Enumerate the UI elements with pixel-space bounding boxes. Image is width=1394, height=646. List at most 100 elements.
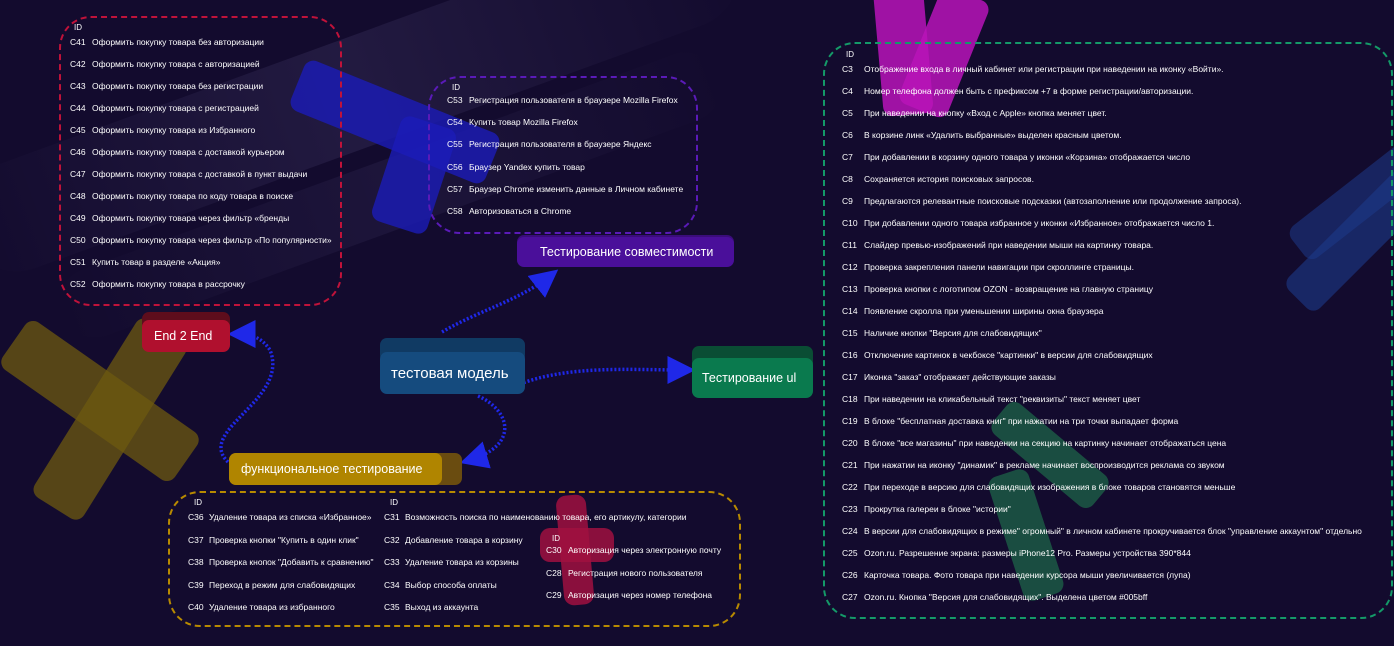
item-code: C50 (70, 235, 86, 245)
functional-frame (168, 491, 741, 627)
item-text: Браузер Chrome изменить данные в Личном … (469, 183, 684, 194)
item-code: C5 (842, 108, 853, 118)
item-code: C44 (70, 103, 86, 113)
item-text: Регистрация пользователя в браузере Янде… (469, 139, 652, 150)
item-text: Сохраняется история поисковых запросов. (864, 174, 1034, 184)
list-item: C17 Иконка "заказ" отображает действующие… (842, 373, 1056, 382)
item-code: C29 (546, 590, 562, 600)
node-e2e-label: End 2 End (154, 329, 213, 343)
list-item: C39 Переход в режим для слабовидящих (188, 579, 356, 590)
arrow-to-ui (519, 355, 696, 386)
item-code: C38 (188, 557, 204, 567)
item-code: C11 (842, 240, 857, 250)
item-text: Оформить покупку товара через фильтр «По… (92, 235, 332, 245)
item-text: Появление скролла при уменьшении ширины … (864, 306, 1104, 316)
id-header: ID (390, 498, 398, 507)
item-code: C26 (842, 570, 858, 580)
list-item: C20 В блоке "все магазины" при наведении … (842, 439, 1226, 448)
item-text: Удаление товара из корзины (405, 557, 519, 567)
item-code: C56 (447, 161, 463, 172)
item-code: C31 (384, 512, 400, 522)
item-text: Номер телефона должен быть с префиксом +… (864, 86, 1194, 96)
item-text: Ozon.ru. Кнопка "Версия для слабовидящих… (864, 592, 1148, 602)
item-code: C36 (188, 512, 204, 522)
item-code: C39 (188, 579, 204, 590)
item-text: Оформить покупку товара с доставкой в пу… (92, 169, 308, 179)
item-code: C33 (384, 557, 400, 567)
item-code: C6 (842, 130, 853, 140)
item-code: C30 (546, 545, 562, 555)
list-item: C7 При добавлении в корзину одного товара… (842, 153, 1190, 162)
item-code: C46 (70, 147, 86, 157)
list-item: C4 Номер телефона должен быть с префиксом… (842, 87, 1193, 96)
id-header: ID (452, 83, 460, 92)
list-item: C38 Проверка кнопок "Добавить к сравнению… (188, 558, 373, 567)
list-item: C43 Оформить покупку товара без регистрац… (70, 82, 263, 91)
list-item: C13 Проверка кнопки с логотипом OZON - во… (842, 285, 1153, 294)
item-text: Купить товар Mozilla Firefox (469, 117, 578, 128)
item-code: C57 (447, 183, 463, 194)
list-item: C11 Слайдер превью-изображений при наведе… (842, 241, 1153, 250)
item-text: При переходе в версию для слабовидящих и… (864, 482, 1236, 492)
e2e-list: ID C41 Оформить покупку товара без автори… (70, 24, 335, 294)
node-ui[interactable]: Тестирование ul (692, 346, 813, 398)
item-code: C16 (842, 350, 858, 360)
item-text: Браузер Yandex купить товар (469, 161, 585, 172)
list-item: C40 Удаление товара из избранного (188, 603, 335, 612)
functional-list-col3: ID C30 Авторизация через электронную почт… (546, 535, 731, 607)
list-item: C31 Возможность поиска по наименованию то… (384, 513, 687, 522)
id-header: ID (552, 534, 560, 543)
list-item: C25 Ozon.ru. Разрешение экрана: размеры i… (842, 549, 1191, 558)
item-code: C10 (842, 218, 858, 228)
item-text: В корзине линк «Удалить выбранные» выдел… (864, 130, 1122, 140)
item-code: C15 (842, 328, 858, 338)
list-item: C10 При добавлении одного товара избранно… (842, 219, 1214, 228)
list-item: C46 Оформить покупку товара с доставкой к… (70, 148, 285, 157)
item-text: Удаление товара из избранного (209, 602, 335, 612)
item-text: В блоке "все магазины" при наведении на … (864, 438, 1227, 448)
list-item: C27 Ozon.ru. Кнопка "Версия для слабовидя… (842, 593, 1147, 602)
arrow-to-e2e (219, 320, 275, 464)
list-item: C19 В блоке "бесплатная доставка книг" пр… (842, 417, 1178, 426)
list-item: C50 Оформить покупку товара через фильтр … (70, 236, 332, 245)
item-text: В версии для слабовидящих в режиме" огро… (864, 526, 1362, 536)
item-code: C43 (70, 81, 86, 91)
node-compat-label: Тестирование совместимости (540, 245, 714, 259)
item-text: При наведении на кнопку «Вход с Apple» к… (864, 108, 1107, 118)
node-center[interactable]: тестовая модель (380, 338, 525, 394)
item-code: C41 (70, 37, 86, 47)
item-text: Удаление товара из списка «Избранное» (209, 512, 372, 522)
node-compat[interactable]: Тестирование совместимости (517, 235, 734, 267)
item-text: Регистрация нового пользователя (568, 567, 703, 578)
item-text: Ozon.ru. Разрешение экрана: размеры iPho… (864, 548, 1191, 558)
list-item: C44 Оформить покупку товара с регистрацие… (70, 104, 259, 113)
item-code: C4 (842, 86, 853, 96)
list-item: C6 В корзине линк «Удалить выбранные» выд… (842, 131, 1122, 140)
node-functional[interactable]: функциональное тестирование (229, 453, 462, 485)
node-center-label: тестовая модель (391, 364, 509, 382)
list-item: C41 Оформить покупку товара без авторизац… (70, 38, 264, 47)
item-code: C14 (842, 306, 858, 316)
list-item: C21 При нажатии на иконку "динамик" в рек… (842, 461, 1225, 470)
item-code: C12 (842, 262, 858, 272)
list-item: C34 Выбор способа оплаты (384, 580, 497, 590)
item-code: C53 (447, 95, 463, 105)
item-code: C47 (70, 169, 86, 179)
item-text: При добавлении одного товара избранное у… (864, 218, 1215, 228)
item-text: Переход в режим для слабовидящих (209, 579, 356, 590)
item-text: Прокрутка галереи в блоке "истории" (864, 504, 1011, 514)
list-item: C29 Авторизация через номер телефона (546, 591, 712, 600)
list-item: C58 Авторизоваться в Chrome (447, 207, 571, 216)
item-code: C3 (842, 64, 853, 74)
item-code: C28 (546, 567, 562, 578)
node-e2e[interactable]: End 2 End (142, 312, 230, 354)
list-item: C23 Прокрутка галереи в блоке "истории" (842, 505, 1011, 514)
list-item: C16 Отключение картинок в чекбоксе "карти… (842, 351, 1153, 360)
ui-list: ID C3 Отображение входа в личный кабинет … (842, 51, 1382, 606)
list-item: C26 Карточка товара. Фото товара при наве… (842, 571, 1191, 580)
list-item: C54 Купить товар Mozilla Firefox (447, 118, 578, 127)
item-code: C13 (842, 284, 858, 294)
item-code: C37 (188, 534, 204, 545)
